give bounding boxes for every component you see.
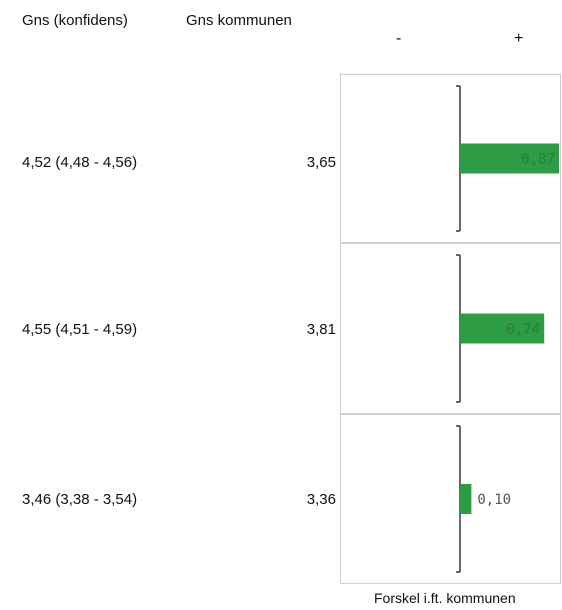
row-3-confidence: 3,46 (3,38 - 3,54) — [22, 491, 138, 508]
bar-3 — [460, 484, 472, 514]
row-3-municipality: 3,36 — [306, 491, 336, 508]
panel-2-border — [340, 243, 561, 414]
chart-xlabel: Forskel i.ft. kommunen — [374, 590, 516, 606]
row-1-municipality: 3,65 — [306, 154, 336, 171]
header-municipality: Gns kommunen — [186, 12, 292, 29]
bar-2-label: 0,74 — [506, 322, 540, 338]
header-plus: + — [514, 30, 524, 47]
panel-1-border — [340, 74, 561, 243]
bar-1 — [460, 143, 559, 174]
bar-1-label: 0,87 — [521, 152, 555, 168]
row-2-confidence: 4,55 (4,51 - 4,59) — [22, 321, 138, 338]
row-2-municipality: 3,81 — [306, 321, 336, 338]
header-minus: - — [396, 30, 402, 47]
bar-3-label: 0,10 — [477, 492, 511, 508]
bar-2 — [460, 313, 545, 344]
header-confidence: Gns (konfidens) — [22, 12, 128, 29]
row-1-confidence: 4,52 (4,48 - 4,56) — [22, 154, 138, 171]
panel-3-border — [340, 414, 561, 584]
